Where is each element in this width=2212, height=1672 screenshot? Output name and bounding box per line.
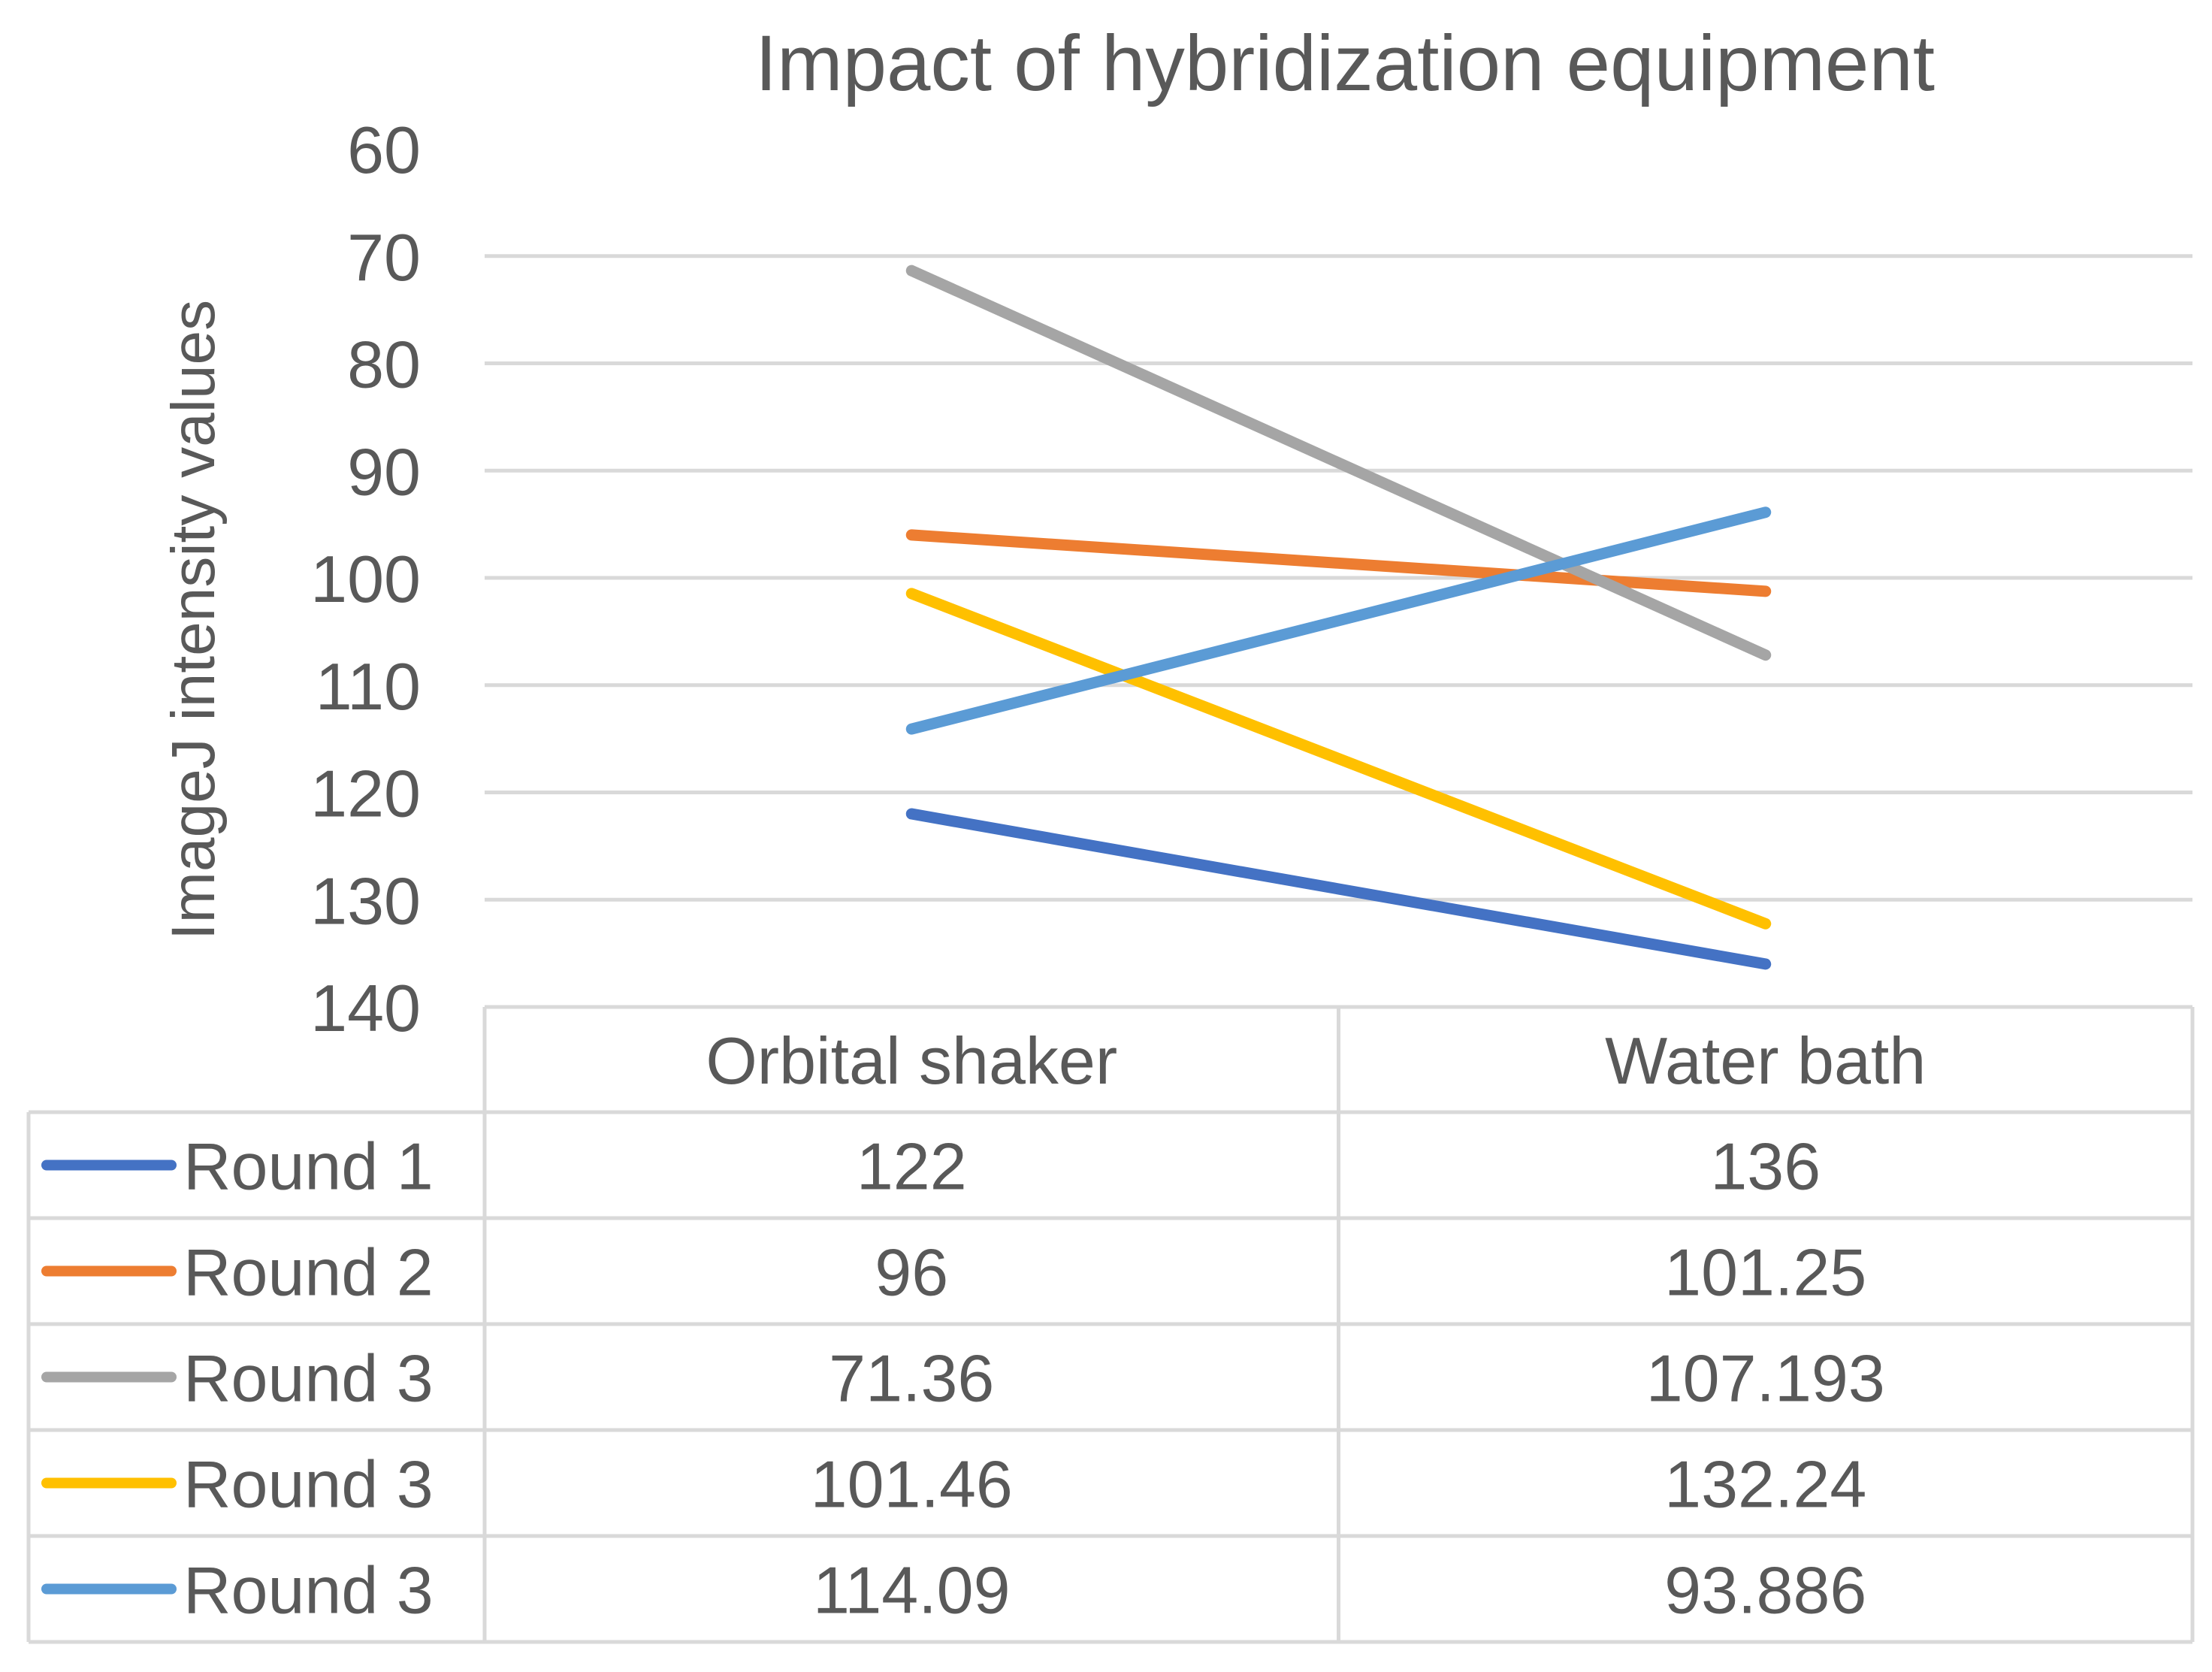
y-tick-label: 100 (310, 542, 421, 616)
table-value: 101.46 (811, 1447, 1013, 1522)
y-tick-label: 120 (310, 757, 421, 831)
chart-title: Impact of hybridization equipment (755, 20, 1935, 107)
y-tick-label: 130 (310, 863, 421, 938)
table-value: 93.886 (1664, 1553, 1866, 1628)
legend-label: Round 2 (183, 1235, 434, 1310)
y-tick-label: 80 (347, 328, 421, 402)
y-tick-label: 60 (347, 113, 421, 187)
series-line (905, 265, 1772, 661)
series-line (905, 588, 1772, 930)
legend-label: Round 3 (183, 1341, 434, 1416)
x-category-label: Orbital shaker (706, 1023, 1117, 1098)
table-value: 107.193 (1646, 1341, 1885, 1416)
table-value: 114.09 (813, 1553, 1011, 1628)
table-value: 132.24 (1664, 1447, 1866, 1522)
series-line (905, 506, 1772, 735)
x-category-label: Water bath (1605, 1023, 1926, 1098)
y-tick-label: 90 (347, 434, 421, 509)
table-value: 101.25 (1664, 1235, 1866, 1310)
table-value: 71.36 (829, 1341, 994, 1416)
y-tick-label: 140 (310, 971, 421, 1045)
legend-label: Round 3 (183, 1553, 434, 1628)
table-value: 122 (857, 1129, 967, 1204)
series-line (905, 808, 1772, 970)
y-tick-label: 70 (347, 220, 421, 295)
y-tick-label: 110 (316, 649, 421, 724)
table-value: 96 (875, 1235, 948, 1310)
legend-label: Round 3 (183, 1447, 434, 1522)
legend-label: Round 1 (183, 1129, 434, 1204)
table-value: 136 (1710, 1129, 1821, 1204)
series-line (905, 529, 1772, 597)
y-axis-label: ImageJ intensity values (159, 300, 228, 940)
